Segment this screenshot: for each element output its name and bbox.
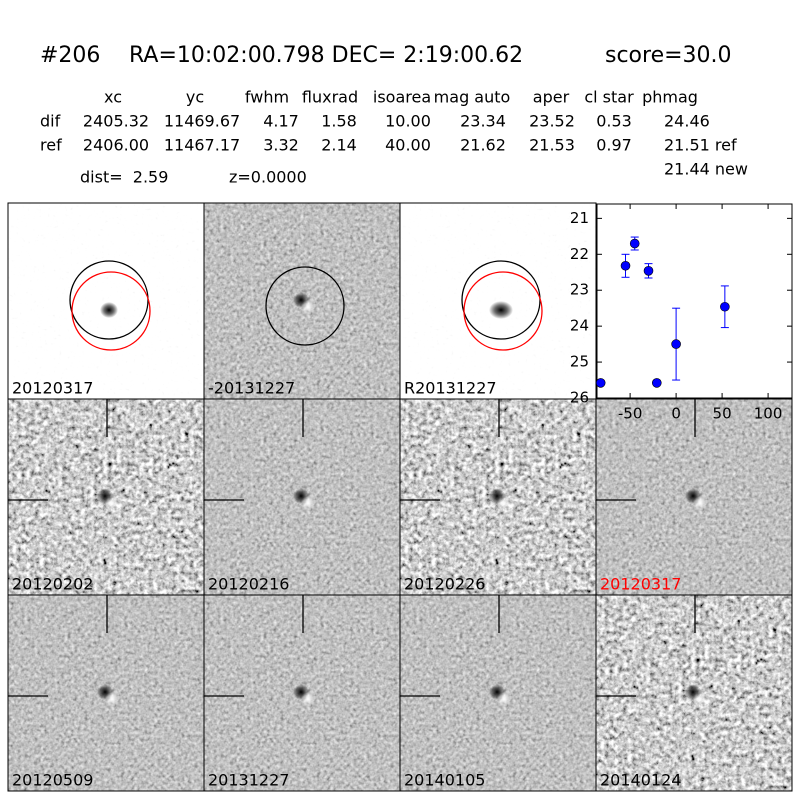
cell: 10.00 (385, 112, 431, 131)
stamp: 20120509 (7, 594, 205, 792)
stamp-frame (595, 594, 793, 792)
source-bright (693, 496, 707, 510)
cell: 1.58 (321, 112, 357, 131)
source-bright (497, 496, 511, 510)
cell: 11469.67 (164, 112, 240, 131)
aperture-ref (71, 271, 151, 351)
stamp-label: 20120226 (404, 575, 485, 594)
y-tick-label: 21 (570, 209, 589, 227)
aperture-ref (463, 271, 543, 351)
source (489, 301, 513, 319)
cell: 21.53 (529, 136, 575, 155)
point (643, 266, 654, 276)
cell: 21.51 ref (664, 136, 737, 155)
distance: dist= 2.59 (80, 168, 168, 187)
column-header: isoarea (373, 88, 431, 107)
y-tick-label: 25 (570, 353, 589, 371)
stamp: 20120216 (203, 398, 401, 596)
x-tick-label: -50 (618, 405, 643, 423)
stamp-label: 20140124 (600, 771, 681, 790)
column-header: fluxrad (302, 88, 358, 107)
source-bright (497, 692, 511, 706)
cell: 24.46 (664, 112, 710, 131)
column-header: phmag (642, 88, 698, 107)
redshift: z=0.0000 (229, 168, 307, 187)
cell: 21.44 new (664, 160, 748, 179)
stamp-label: 20120317 (600, 575, 681, 594)
stamps: 20120317 -20131227 R20131227 20120202 201202… (7, 202, 793, 792)
stamp-label: -20131227 (208, 379, 295, 398)
stamp-label: 20120509 (12, 771, 93, 790)
x-tick-label: 0 (671, 405, 681, 423)
plot-bg (596, 203, 793, 399)
object-id: #206 (40, 43, 100, 68)
stamp: 20120317 (595, 398, 793, 596)
stamp-label: 20120317 (12, 379, 93, 398)
cell: 2.14 (321, 136, 357, 155)
stamp-image (8, 203, 204, 399)
cell: 4.17 (263, 112, 299, 131)
cell: 40.00 (385, 136, 431, 155)
x-tick-label: 100 (754, 405, 783, 423)
stamp-label: 20131227 (208, 771, 289, 790)
column-header: fwhm (245, 88, 289, 107)
source-bright (301, 692, 315, 706)
cell: 2406.00 (83, 136, 149, 155)
stamp-label: R20131227 (404, 379, 497, 398)
column-header: aper (533, 88, 570, 107)
stamp-image (400, 203, 596, 399)
row-label: dif (40, 112, 61, 131)
cell: 3.32 (263, 136, 299, 155)
light-curve: 21 22 23 24 25 26 -50 0 50 100 (570, 203, 793, 423)
column-header: cl star (584, 88, 634, 107)
stamp-label: 20140105 (404, 771, 485, 790)
cell: 21.62 (460, 136, 506, 155)
y-tick-label: 24 (570, 317, 589, 335)
stamp: 20120226 (399, 398, 597, 596)
stamp: -20131227 (203, 202, 401, 400)
point (720, 301, 730, 312)
stamp: 20120202 (7, 398, 205, 596)
stamp: R20131227 (399, 202, 597, 400)
source (100, 302, 118, 318)
cell: 23.52 (529, 112, 575, 131)
row-label: ref (40, 136, 62, 155)
coordinates: RA=10:02:00.798 DEC= 2:19:00.62 (129, 43, 523, 68)
cell: 0.53 (596, 112, 632, 131)
source-bright (301, 496, 315, 510)
cell: 23.34 (460, 112, 506, 131)
cell: 0.97 (596, 136, 632, 155)
point (651, 378, 662, 388)
y-tick-label: 23 (570, 281, 589, 299)
source-bright (693, 692, 707, 706)
stamp: 20140124 (595, 594, 793, 792)
point (671, 339, 681, 349)
column-header: xc (104, 88, 122, 107)
point (595, 378, 606, 388)
source-bright (105, 496, 119, 510)
point (620, 260, 631, 271)
aperture (265, 266, 345, 346)
stamp: 20140105 (399, 594, 597, 792)
point (629, 238, 640, 249)
x-tick-label: 50 (713, 405, 732, 423)
cell: 2405.32 (83, 112, 149, 131)
stamp: 20131227 (203, 594, 401, 792)
source-bright (105, 692, 119, 706)
stamp: 20120317 (7, 202, 205, 400)
stamp-label: 20120202 (12, 575, 93, 594)
source-bright (301, 300, 315, 314)
score: score=30.0 (605, 43, 732, 68)
stamp-label: 20120216 (208, 575, 289, 594)
stats-table: xc yc fwhm fluxrad isoarea mag auto aper cl sta… (40, 88, 748, 179)
column-header: yc (186, 88, 204, 107)
column-header: mag auto (434, 88, 511, 107)
y-tick-label: 26 (570, 389, 589, 407)
y-tick-label: 22 (570, 245, 589, 263)
cell: 11467.17 (164, 136, 240, 155)
